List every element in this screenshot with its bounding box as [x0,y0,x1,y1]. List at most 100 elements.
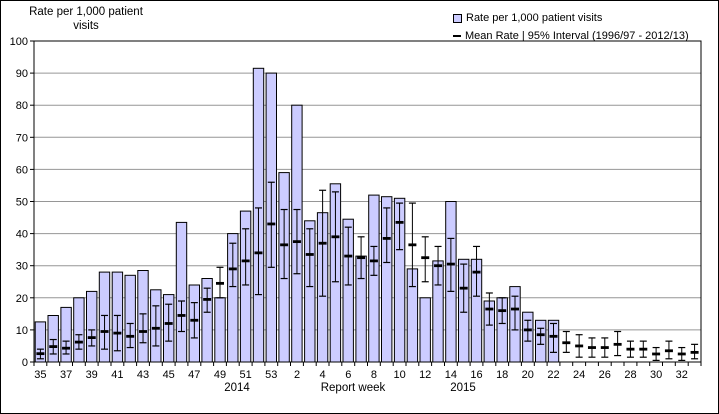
errorbar-week-40 [100,314,109,350]
errorbar-week-37 [62,340,71,355]
y-tick-label: 20 [16,293,28,305]
errorbar-week-19 [511,295,520,331]
x-tick-label: 41 [111,369,123,381]
errorbar-week-2 [292,208,301,275]
errorbar-week-20 [523,319,532,342]
legend: Rate per 1,000 patient visits Mean Rate … [453,9,689,45]
errorbar-week-47 [190,302,199,339]
errorbar-week-42 [126,322,135,349]
errorbar-week-51 [241,228,250,286]
errorbar-week-1 [280,208,289,280]
errorbar-week-7 [357,236,366,280]
x-tick-label: 20 [522,369,534,381]
errorbar-week-15 [459,263,468,313]
errorbar-week-17 [485,292,494,326]
errorbar-week-21 [536,327,545,345]
x-tick-label: 16 [470,369,482,381]
errorbar-week-31 [664,340,673,360]
errorbar-week-28 [626,340,635,358]
y-tick-label: 80 [16,100,28,112]
x-tick-label: 35 [34,369,46,381]
legend-item-bars: Rate per 1,000 patient visits [453,9,689,27]
x-tick-label: 18 [496,369,508,381]
x-tick-label: 22 [547,369,559,381]
legend-mean-label: Mean Rate | 95% Interval (1996/97 - 2012… [465,30,689,42]
errorbar-week-13 [434,245,443,286]
errorbar-week-12 [421,236,430,283]
errorbar-week-41 [113,314,122,352]
errorbar-week-9 [382,207,391,264]
errorbar-week-8 [369,245,378,276]
y-tick-label: 60 [16,164,28,176]
bar-week-49 [214,297,226,363]
x-tick-label: 49 [214,369,226,381]
legend-bar-label: Rate per 1,000 patient visits [466,12,603,24]
y-axis-title-line2: visits [73,20,99,32]
errorbar-week-36 [49,338,58,355]
y-tick-label: 10 [16,325,28,337]
x-tick-label: 53 [265,369,277,381]
x-tick-label: 45 [163,369,175,381]
errorbar-week-49 [215,266,224,299]
errorbar-week-18 [498,297,507,325]
errorbar-week-3 [305,228,314,288]
errorbar-week-53 [267,181,276,268]
errorbar-week-35 [36,348,45,360]
x-tick-label: 47 [188,369,200,381]
bar-week-42 [124,274,136,363]
errorbar-week-43 [139,313,148,344]
legend-item-mean: Mean Rate | 95% Interval (1996/97 - 2012… [453,27,689,45]
errorbar-week-27 [613,330,622,357]
x-tick-label: 10 [393,369,405,381]
bar-week-8 [368,194,380,363]
errorbar-week-38 [74,334,83,350]
y-tick-label: 70 [16,132,28,144]
errorbar-week-5 [331,191,340,283]
y-tick-label: 30 [16,261,28,273]
y-tick-label: 50 [16,197,28,209]
bar-week-38 [73,297,85,363]
errorbar-week-24 [575,334,584,358]
x-tick-label: 6 [345,369,351,381]
x-tick-label: 8 [371,369,377,381]
bar-swatch-icon [453,13,462,23]
errorbar-week-4 [318,189,327,297]
x-tick-label: 12 [419,369,431,381]
errorbar-week-44 [151,305,160,347]
errorbar-week-6 [344,226,353,286]
mean-dash-icon [453,34,461,38]
y-tick-label: 100 [10,36,28,48]
x-tick-label: 32 [676,369,688,381]
x-tick-label: 4 [320,369,326,381]
bar-week-36 [47,315,59,363]
errorbar-week-25 [587,337,596,358]
x-tick-label: 37 [60,369,72,381]
y-tick-label: 40 [16,229,28,241]
errorbar-week-32 [677,346,686,361]
errorbar-week-29 [639,340,648,358]
y-axis-title: Rate per 1,000 patient visits [11,5,161,33]
year-label-2015: 2015 [450,382,476,394]
errorbar-week-14 [446,237,455,292]
errorbar-week-48 [203,287,212,313]
errorbar-week-30 [652,346,661,361]
errorbar-week-22 [549,322,558,353]
y-tick-label: 90 [16,68,28,80]
bar-week-46 [175,221,188,363]
errorbar-week-11 [408,202,417,288]
x-tick-label: 43 [137,369,149,381]
x-tick-label: 39 [86,369,98,381]
bar-week-39 [86,290,98,363]
x-axis-title: Report week [320,382,386,394]
errorbar-week-26 [600,337,609,358]
errorbar-week-16 [472,245,481,297]
x-tick-label: 2 [294,369,300,381]
x-tick-label: 51 [239,369,251,381]
y-axis-title-line1: Rate per 1,000 patient [29,6,143,18]
x-tick-label: 30 [650,369,662,381]
x-tick-label: 14 [445,369,457,381]
y-tick-label: 0 [22,357,28,369]
x-tick-label: 24 [573,369,585,381]
